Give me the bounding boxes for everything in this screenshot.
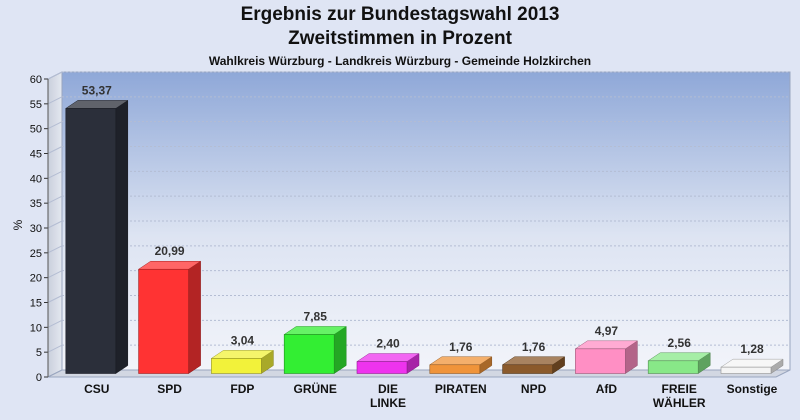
gridline-side: [47, 344, 63, 353]
x-category-label: DIE: [378, 382, 398, 396]
bar: [138, 268, 189, 374]
x-category-label: GRÜNE: [294, 381, 337, 396]
gridline-side: [47, 295, 63, 303]
x-category-label: FDP: [230, 382, 254, 396]
bar-value-label: 2,56: [668, 336, 692, 350]
bar-value-label: 2,40: [376, 337, 400, 351]
y-tick-label: 20: [30, 273, 42, 285]
chart-region-subtitle: Wahlkreis Würzburg - Landkreis Würzburg …: [208, 54, 592, 68]
y-tick-label: 10: [30, 322, 42, 334]
chart-title: Ergebnis zur Bundestagswahl 2013: [240, 4, 560, 25]
chart-subtitle: Zweitstimmen in Prozent: [288, 28, 512, 49]
y-tick-label: 55: [30, 99, 42, 111]
gridline-side: [47, 245, 63, 254]
gridline-side: [47, 96, 63, 105]
x-category-label: NPD: [521, 382, 547, 396]
gridline-side: [47, 71, 63, 80]
bar: [575, 348, 626, 374]
bar: [211, 358, 262, 374]
bar: [65, 108, 117, 374]
gridline-side: [47, 121, 63, 130]
bar: [429, 364, 481, 374]
x-category-label: LINKE: [370, 396, 406, 410]
y-tick-label: 50: [30, 124, 42, 136]
bar-value-label: 1,76: [449, 340, 473, 354]
bar: [647, 360, 699, 374]
bar: [502, 364, 553, 374]
y-tick-label: 25: [30, 248, 42, 260]
bar-value-label: 7,85: [304, 310, 328, 324]
bar-value-label: 4,97: [595, 324, 619, 338]
y-tick-label: 40: [30, 173, 42, 185]
y-tick-label: 60: [30, 74, 42, 86]
y-tick-label: 0: [36, 372, 42, 384]
x-category-label: AfD: [596, 382, 618, 396]
x-category-label: Sonstige: [727, 382, 778, 396]
x-category-label: CSU: [84, 382, 109, 396]
bar: [720, 366, 772, 374]
bar-value-label: 53,37: [82, 83, 112, 97]
y-tick-label: 35: [30, 198, 42, 210]
gridline-side: [47, 270, 63, 279]
bar: [356, 361, 408, 374]
x-category-label: PIRATEN: [435, 382, 487, 396]
bar-value-label: 20,99: [155, 244, 185, 258]
gridline-side: [47, 195, 63, 204]
x-category-label: FREIE: [662, 382, 697, 396]
gridline-side: [47, 319, 63, 328]
y-tick-label: 30: [30, 223, 42, 235]
x-category-label: SPD: [157, 382, 182, 396]
gridline-side: [47, 170, 63, 179]
y-axis-label: %: [11, 219, 25, 230]
bar-side: [188, 260, 201, 374]
x-category-label: WÄHLER: [653, 395, 706, 410]
bar-side: [115, 99, 129, 374]
y-tick-label: 15: [30, 298, 42, 310]
gridline-side: [47, 146, 63, 154]
bar-value-label: 1,28: [740, 342, 764, 356]
bar-value-label: 1,76: [522, 340, 546, 354]
y-tick-label: 45: [30, 149, 42, 161]
y-tick-label: 5: [36, 347, 42, 359]
gridline-side: [47, 220, 63, 229]
bar-value-label: 3,04: [231, 333, 255, 347]
bar: [283, 334, 335, 374]
